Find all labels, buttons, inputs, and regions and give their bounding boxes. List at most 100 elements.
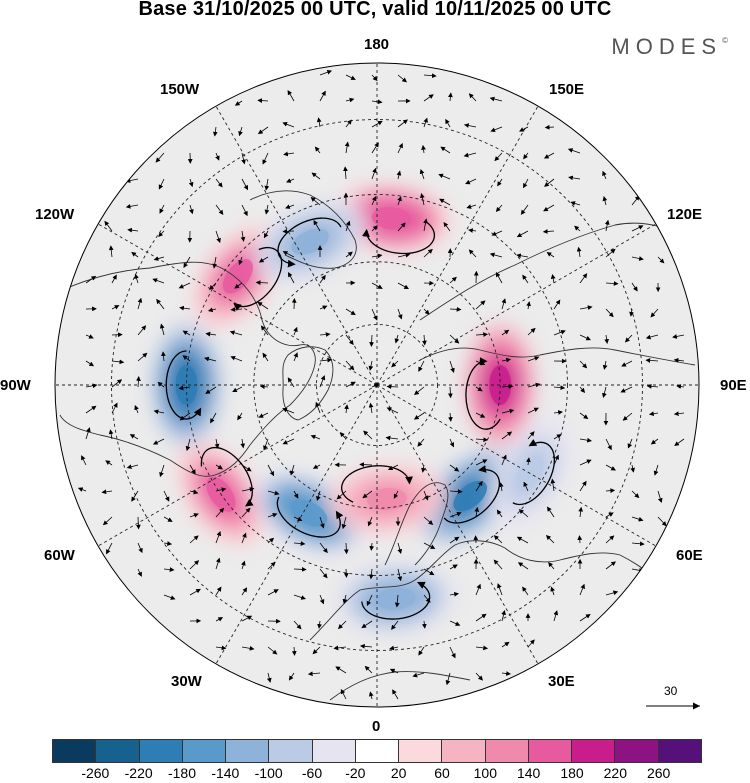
wind-arrow bbox=[491, 230, 503, 236]
wind-arrow bbox=[371, 195, 377, 206]
wind-arrow bbox=[257, 98, 269, 103]
wind-arrow bbox=[629, 308, 634, 317]
colorbar-tick-label: -20 bbox=[345, 765, 366, 781]
wind-arrow bbox=[501, 329, 510, 336]
wind-arrow bbox=[282, 407, 295, 414]
wind-arrow bbox=[650, 308, 659, 318]
wind-arrow bbox=[449, 564, 458, 570]
wind-arrow bbox=[621, 360, 633, 367]
wind-arrow bbox=[501, 408, 515, 414]
wind-arrow bbox=[579, 273, 588, 284]
wind-arrow bbox=[653, 464, 659, 476]
wind-arrow bbox=[371, 383, 380, 388]
wind-arrow bbox=[676, 384, 685, 389]
wind-arrow bbox=[522, 586, 529, 596]
wind-arrow bbox=[672, 334, 685, 339]
wind-arrow bbox=[468, 249, 477, 258]
wind-arrow bbox=[493, 559, 503, 570]
colorbar-tick-label: 100 bbox=[473, 765, 498, 781]
wind-arrow bbox=[111, 379, 123, 388]
wind-arrow bbox=[418, 646, 425, 656]
wind-arrow bbox=[286, 178, 295, 183]
wind-arrow bbox=[312, 464, 321, 469]
wind-arrow bbox=[371, 74, 378, 82]
wind-arrow bbox=[158, 230, 165, 237]
wind-arrow bbox=[257, 126, 269, 135]
wind-arrow bbox=[650, 438, 659, 445]
wind-arrow bbox=[547, 506, 555, 518]
colorbar-bin bbox=[226, 740, 270, 762]
wind-arrow bbox=[449, 464, 460, 472]
wind-arrow bbox=[267, 589, 279, 596]
wind-arrow bbox=[319, 357, 333, 363]
wind-arrow bbox=[215, 204, 224, 215]
wind-arrow bbox=[210, 412, 217, 424]
lon-label-90w: 90W bbox=[0, 377, 31, 394]
wind-arrow bbox=[343, 542, 349, 555]
coastline-greenland bbox=[282, 346, 334, 421]
wind-arrow bbox=[527, 356, 540, 362]
wind-arrow bbox=[314, 146, 321, 154]
wind-arrow bbox=[179, 305, 191, 311]
wind-arrow bbox=[182, 355, 191, 362]
wind-arrow bbox=[516, 253, 529, 259]
wind-arrow bbox=[579, 480, 587, 492]
wind-arrow bbox=[337, 620, 347, 630]
wind-arrow bbox=[134, 404, 139, 414]
wind-arrow bbox=[498, 482, 504, 492]
wind-arrow bbox=[241, 178, 249, 191]
colorbar-bin bbox=[658, 740, 701, 762]
colorbar-tick-label: -220 bbox=[124, 765, 153, 781]
wind-arrow bbox=[574, 225, 581, 232]
wind-arrow bbox=[241, 507, 251, 518]
wind-arrow bbox=[631, 195, 640, 206]
wind-arrow bbox=[368, 402, 374, 414]
wind-arrow bbox=[475, 583, 481, 596]
wind-arrow bbox=[183, 256, 191, 268]
wind-arrow bbox=[371, 225, 378, 232]
wind-arrow bbox=[283, 151, 295, 157]
wind-arrow bbox=[419, 193, 425, 206]
modes-logo: MODES© bbox=[611, 34, 728, 60]
wind-arrow bbox=[363, 430, 373, 440]
wind-arrow bbox=[359, 462, 373, 468]
wind-arrow bbox=[550, 586, 555, 596]
wind-arrow bbox=[475, 459, 488, 466]
wind-arrow bbox=[423, 490, 429, 501]
wind-arrow bbox=[543, 152, 555, 159]
wind-arrow bbox=[449, 591, 459, 597]
wind-arrow bbox=[501, 357, 512, 363]
wind-arrow bbox=[240, 230, 246, 242]
wind-arrow bbox=[158, 178, 165, 190]
brand-copyright-mark: © bbox=[722, 36, 728, 45]
wind-arrow bbox=[215, 487, 227, 493]
wind-arrow bbox=[368, 691, 374, 700]
wind-arrow bbox=[397, 308, 403, 320]
wind-arrow bbox=[527, 382, 541, 388]
wind-arrow bbox=[449, 360, 455, 373]
wind-arrow bbox=[159, 464, 165, 478]
wind-arrow bbox=[645, 334, 659, 340]
wind-arrow bbox=[397, 542, 403, 555]
colorbar-bin bbox=[528, 740, 573, 762]
wind-arrow bbox=[501, 298, 507, 310]
wind-arrow bbox=[516, 230, 529, 238]
wind-arrow bbox=[241, 152, 246, 165]
wind-arrow bbox=[214, 438, 220, 449]
wind-arrow bbox=[423, 568, 435, 576]
wind-arrow bbox=[439, 198, 451, 206]
wind-arrow bbox=[516, 536, 529, 544]
wind-arrow bbox=[493, 535, 503, 544]
wind-arrow bbox=[215, 178, 223, 188]
wind-arrow bbox=[371, 120, 383, 128]
wind-arrow bbox=[673, 357, 685, 363]
wind-arrow bbox=[215, 531, 222, 544]
wind-arrow bbox=[266, 672, 272, 683]
wind-arrow bbox=[293, 594, 306, 600]
circulation-contour bbox=[465, 357, 501, 430]
negative-anomaly-core bbox=[453, 480, 488, 512]
wind-arrow bbox=[631, 256, 644, 261]
wind-arrow bbox=[522, 274, 529, 284]
wind-arrow bbox=[449, 620, 461, 626]
colorbar-tick-label: 220 bbox=[603, 765, 628, 781]
